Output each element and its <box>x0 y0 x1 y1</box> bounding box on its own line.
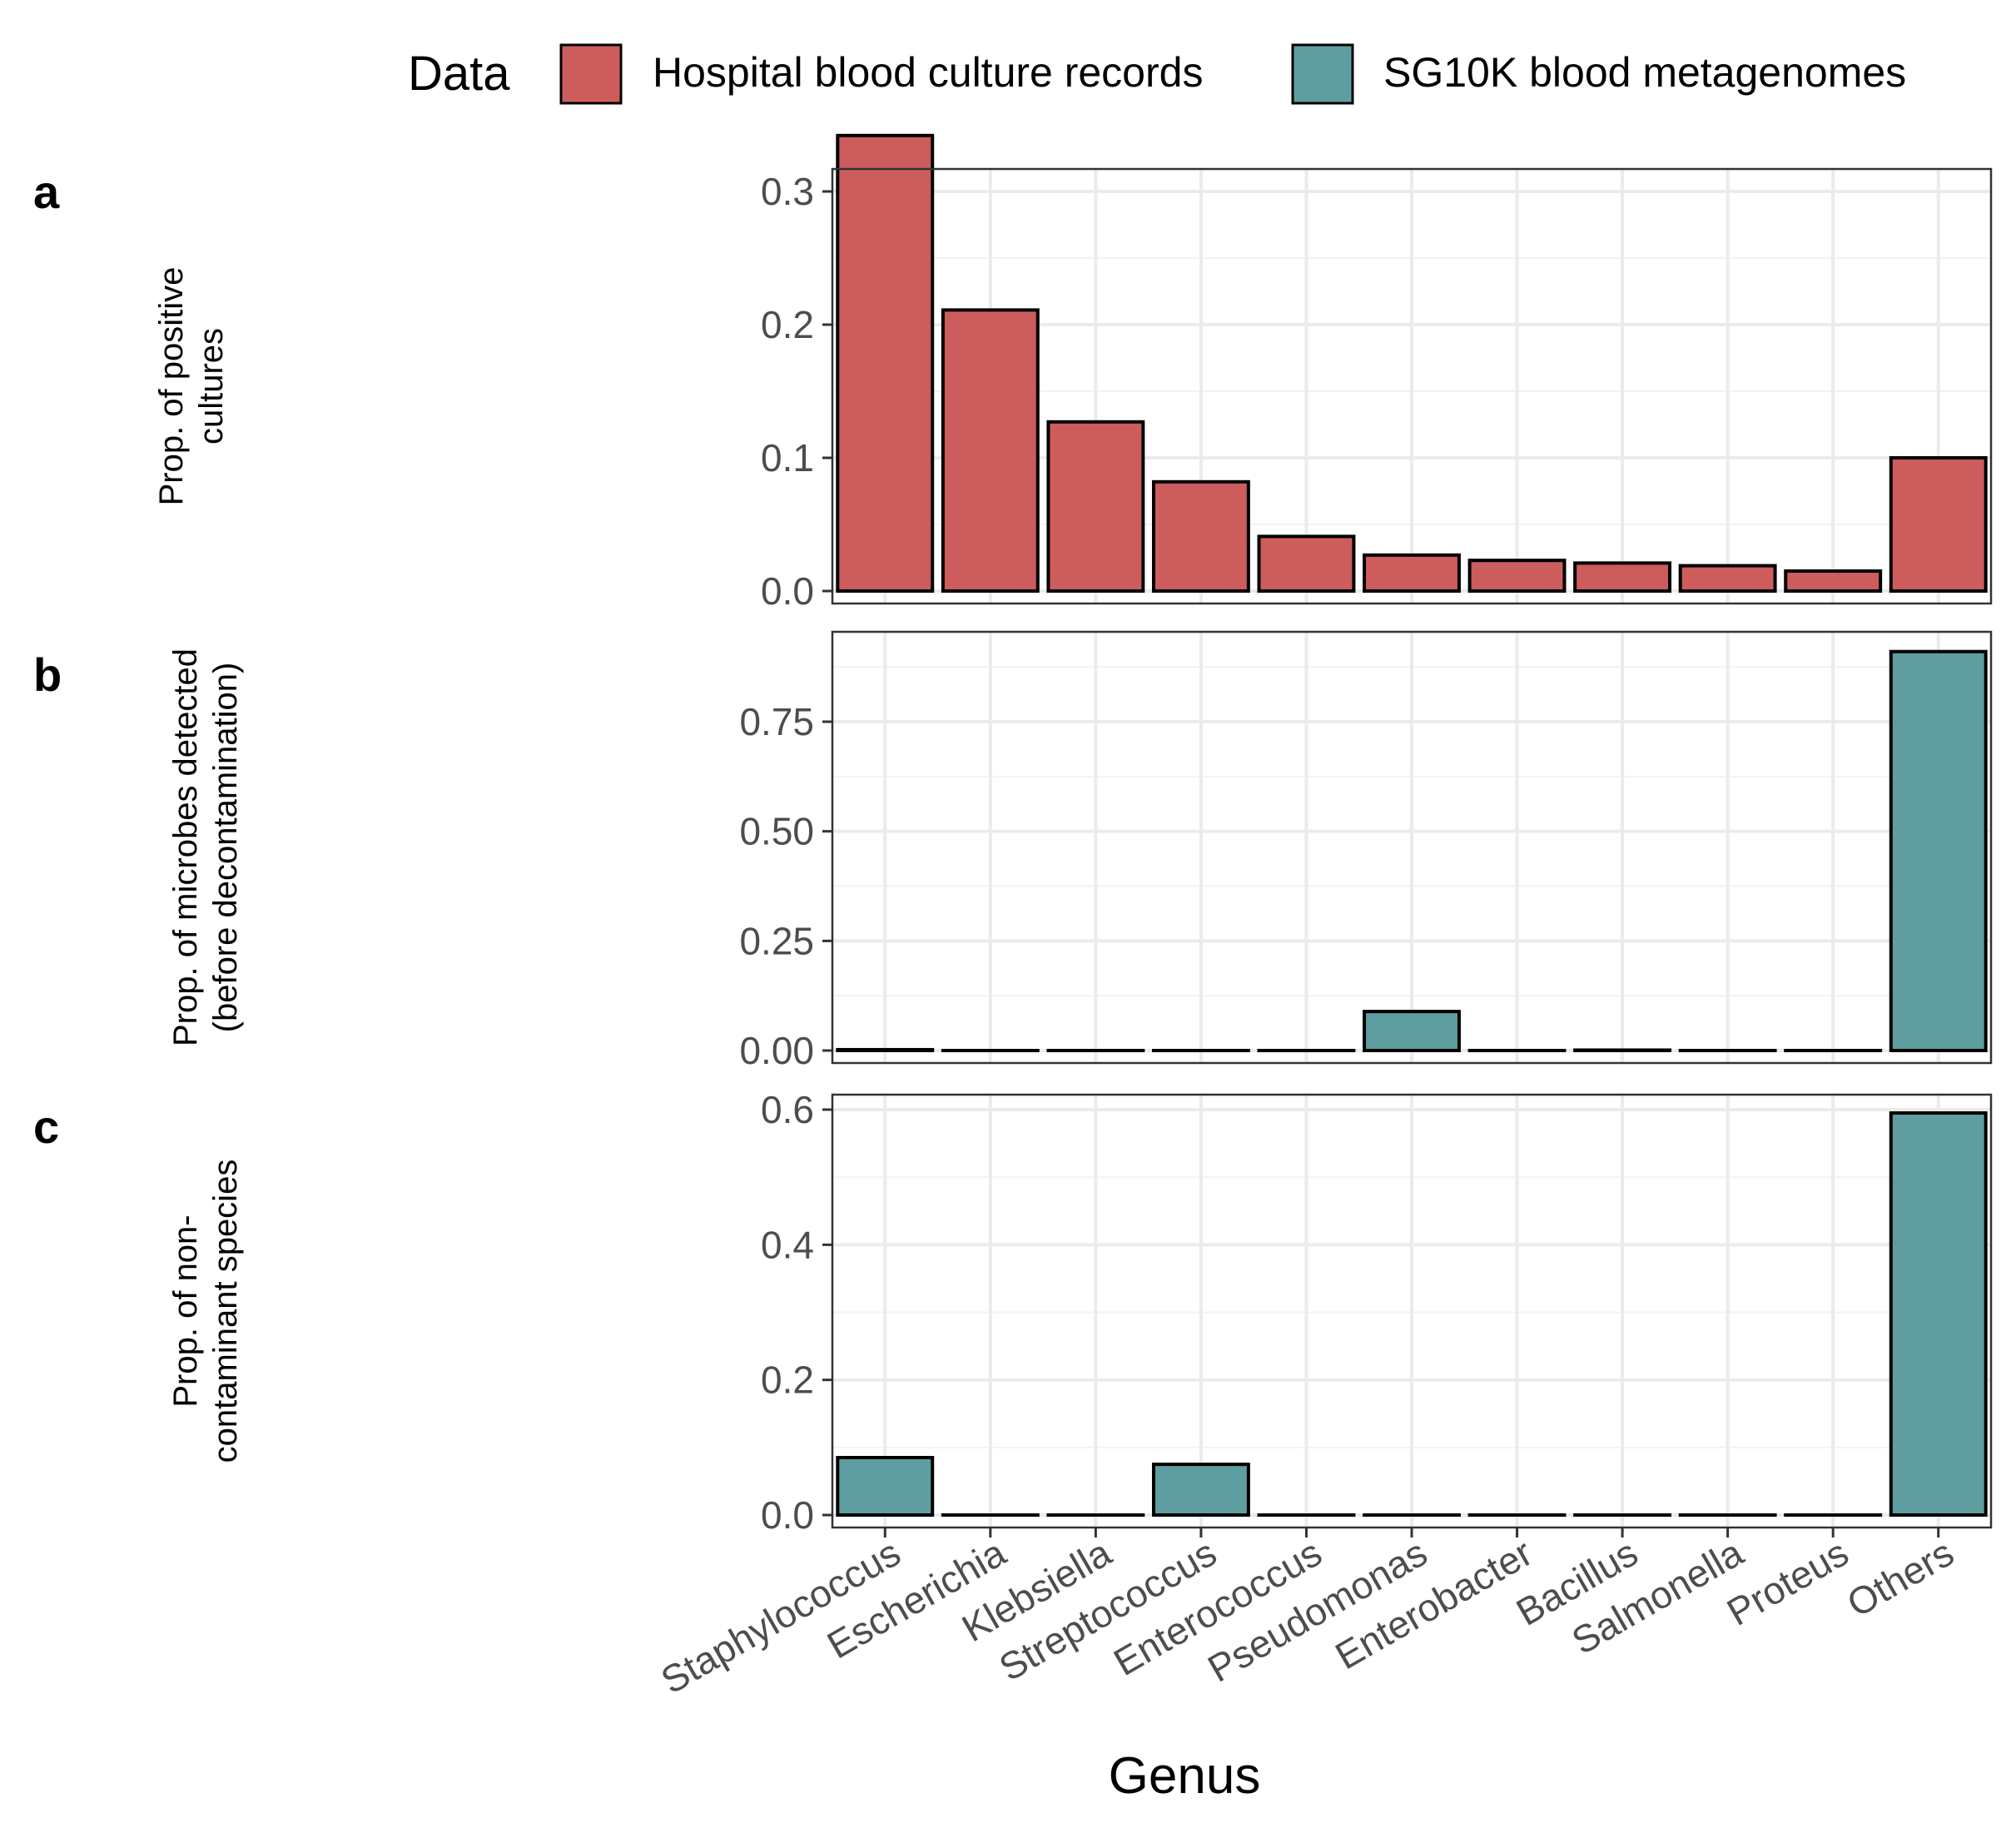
legend-title: Data <box>408 47 510 101</box>
x-axis: StaphylococcusEscherichiaKlebsiellaStrep… <box>653 1528 1961 1702</box>
y-tick-label: 0.3 <box>761 170 814 213</box>
y-tick-label: 0.6 <box>761 1088 814 1131</box>
legend-label-sg10k: SG10K blood metagenomes <box>1383 49 1906 96</box>
panel-letter-a: a <box>33 166 60 218</box>
x-tick-label-proteus: Proteus <box>1720 1531 1855 1634</box>
bar-staphylococcus <box>836 1456 935 1517</box>
bar-staphylococcus <box>836 1047 935 1052</box>
y-tick-label: 0.2 <box>761 1359 814 1402</box>
y-tick-label: 0.0 <box>761 569 814 613</box>
legend-key-hospital <box>559 43 623 105</box>
y-tick-label: 0.4 <box>761 1223 814 1266</box>
panel-letter-c: c <box>33 1100 59 1153</box>
y-tick-label: 0.75 <box>739 700 814 743</box>
x-axis-title: Genus <box>1109 1747 1261 1805</box>
y-tick-label: 0.25 <box>739 919 814 962</box>
y-axis-title-line: Prop. of positive <box>153 267 190 506</box>
bar-bacillus <box>1573 1048 1672 1053</box>
y-axis-title-line: contaminant species <box>207 1160 244 1463</box>
y-tick-label: 0.0 <box>761 1493 814 1537</box>
bar-enterococcus <box>1257 534 1356 594</box>
bar-pseudomonas <box>1363 553 1461 593</box>
bar-escherichia <box>941 308 1040 593</box>
legend-key-sg10k <box>1291 43 1354 105</box>
bar-bacillus <box>1573 561 1672 594</box>
y-axis-title-line: Prop. of microbes detected <box>167 648 204 1046</box>
y-axis-title-line: (before decontamination) <box>207 663 244 1033</box>
bar-staphylococcus <box>836 133 935 594</box>
panel-c: c 0.0 0.2 0.4 0.6 Prop. of non-contaminant sp… <box>33 1088 1993 1537</box>
legend: Data Hospital blood culture records SG10… <box>408 43 1906 105</box>
y-axis-title-c: Prop. of non-contaminant species <box>167 1160 244 1463</box>
panel-border <box>831 167 1993 605</box>
bar-others <box>1889 649 1988 1052</box>
y-axis-title-line: cultures <box>193 328 230 445</box>
bar-proteus <box>1784 569 1883 593</box>
x-tick-label-others: Others <box>1840 1531 1961 1626</box>
bar-salmonella <box>1678 564 1777 593</box>
y-tick-label: 0.2 <box>761 303 814 346</box>
bar-others <box>1889 456 1988 593</box>
y-tick-label: 0.1 <box>761 436 814 479</box>
legend-label-hospital: Hospital blood culture records <box>653 49 1203 96</box>
bar-pseudomonas <box>1363 1010 1461 1053</box>
panel-a: a 0.0 0.1 0.2 0.3 Prop. of positive cultures <box>33 133 1993 613</box>
panel-border <box>831 630 1993 1065</box>
panel-letter-b: b <box>33 648 62 701</box>
bar-klebsiella <box>1046 420 1145 593</box>
bar-others <box>1889 1111 1988 1518</box>
panels: a 0.0 0.1 0.2 0.3 Prop. of positive cultures b 0… <box>33 133 1993 1537</box>
y-axis-title-line: Prop. of non- <box>167 1215 204 1407</box>
y-axis-title-a: Prop. of positive cultures <box>153 267 230 506</box>
y-axis-title-b: Prop. of microbes detected (before decont… <box>167 648 244 1046</box>
bar-enterobacter <box>1467 559 1567 594</box>
y-tick-label: 0.00 <box>739 1029 814 1072</box>
bar-streptococcus <box>1151 1463 1250 1517</box>
panel-b: b 0.00 0.25 0.50 0.75 Prop. of microbes detec… <box>33 630 1993 1072</box>
y-tick-label: 0.50 <box>739 810 814 853</box>
bar-streptococcus <box>1151 479 1250 593</box>
